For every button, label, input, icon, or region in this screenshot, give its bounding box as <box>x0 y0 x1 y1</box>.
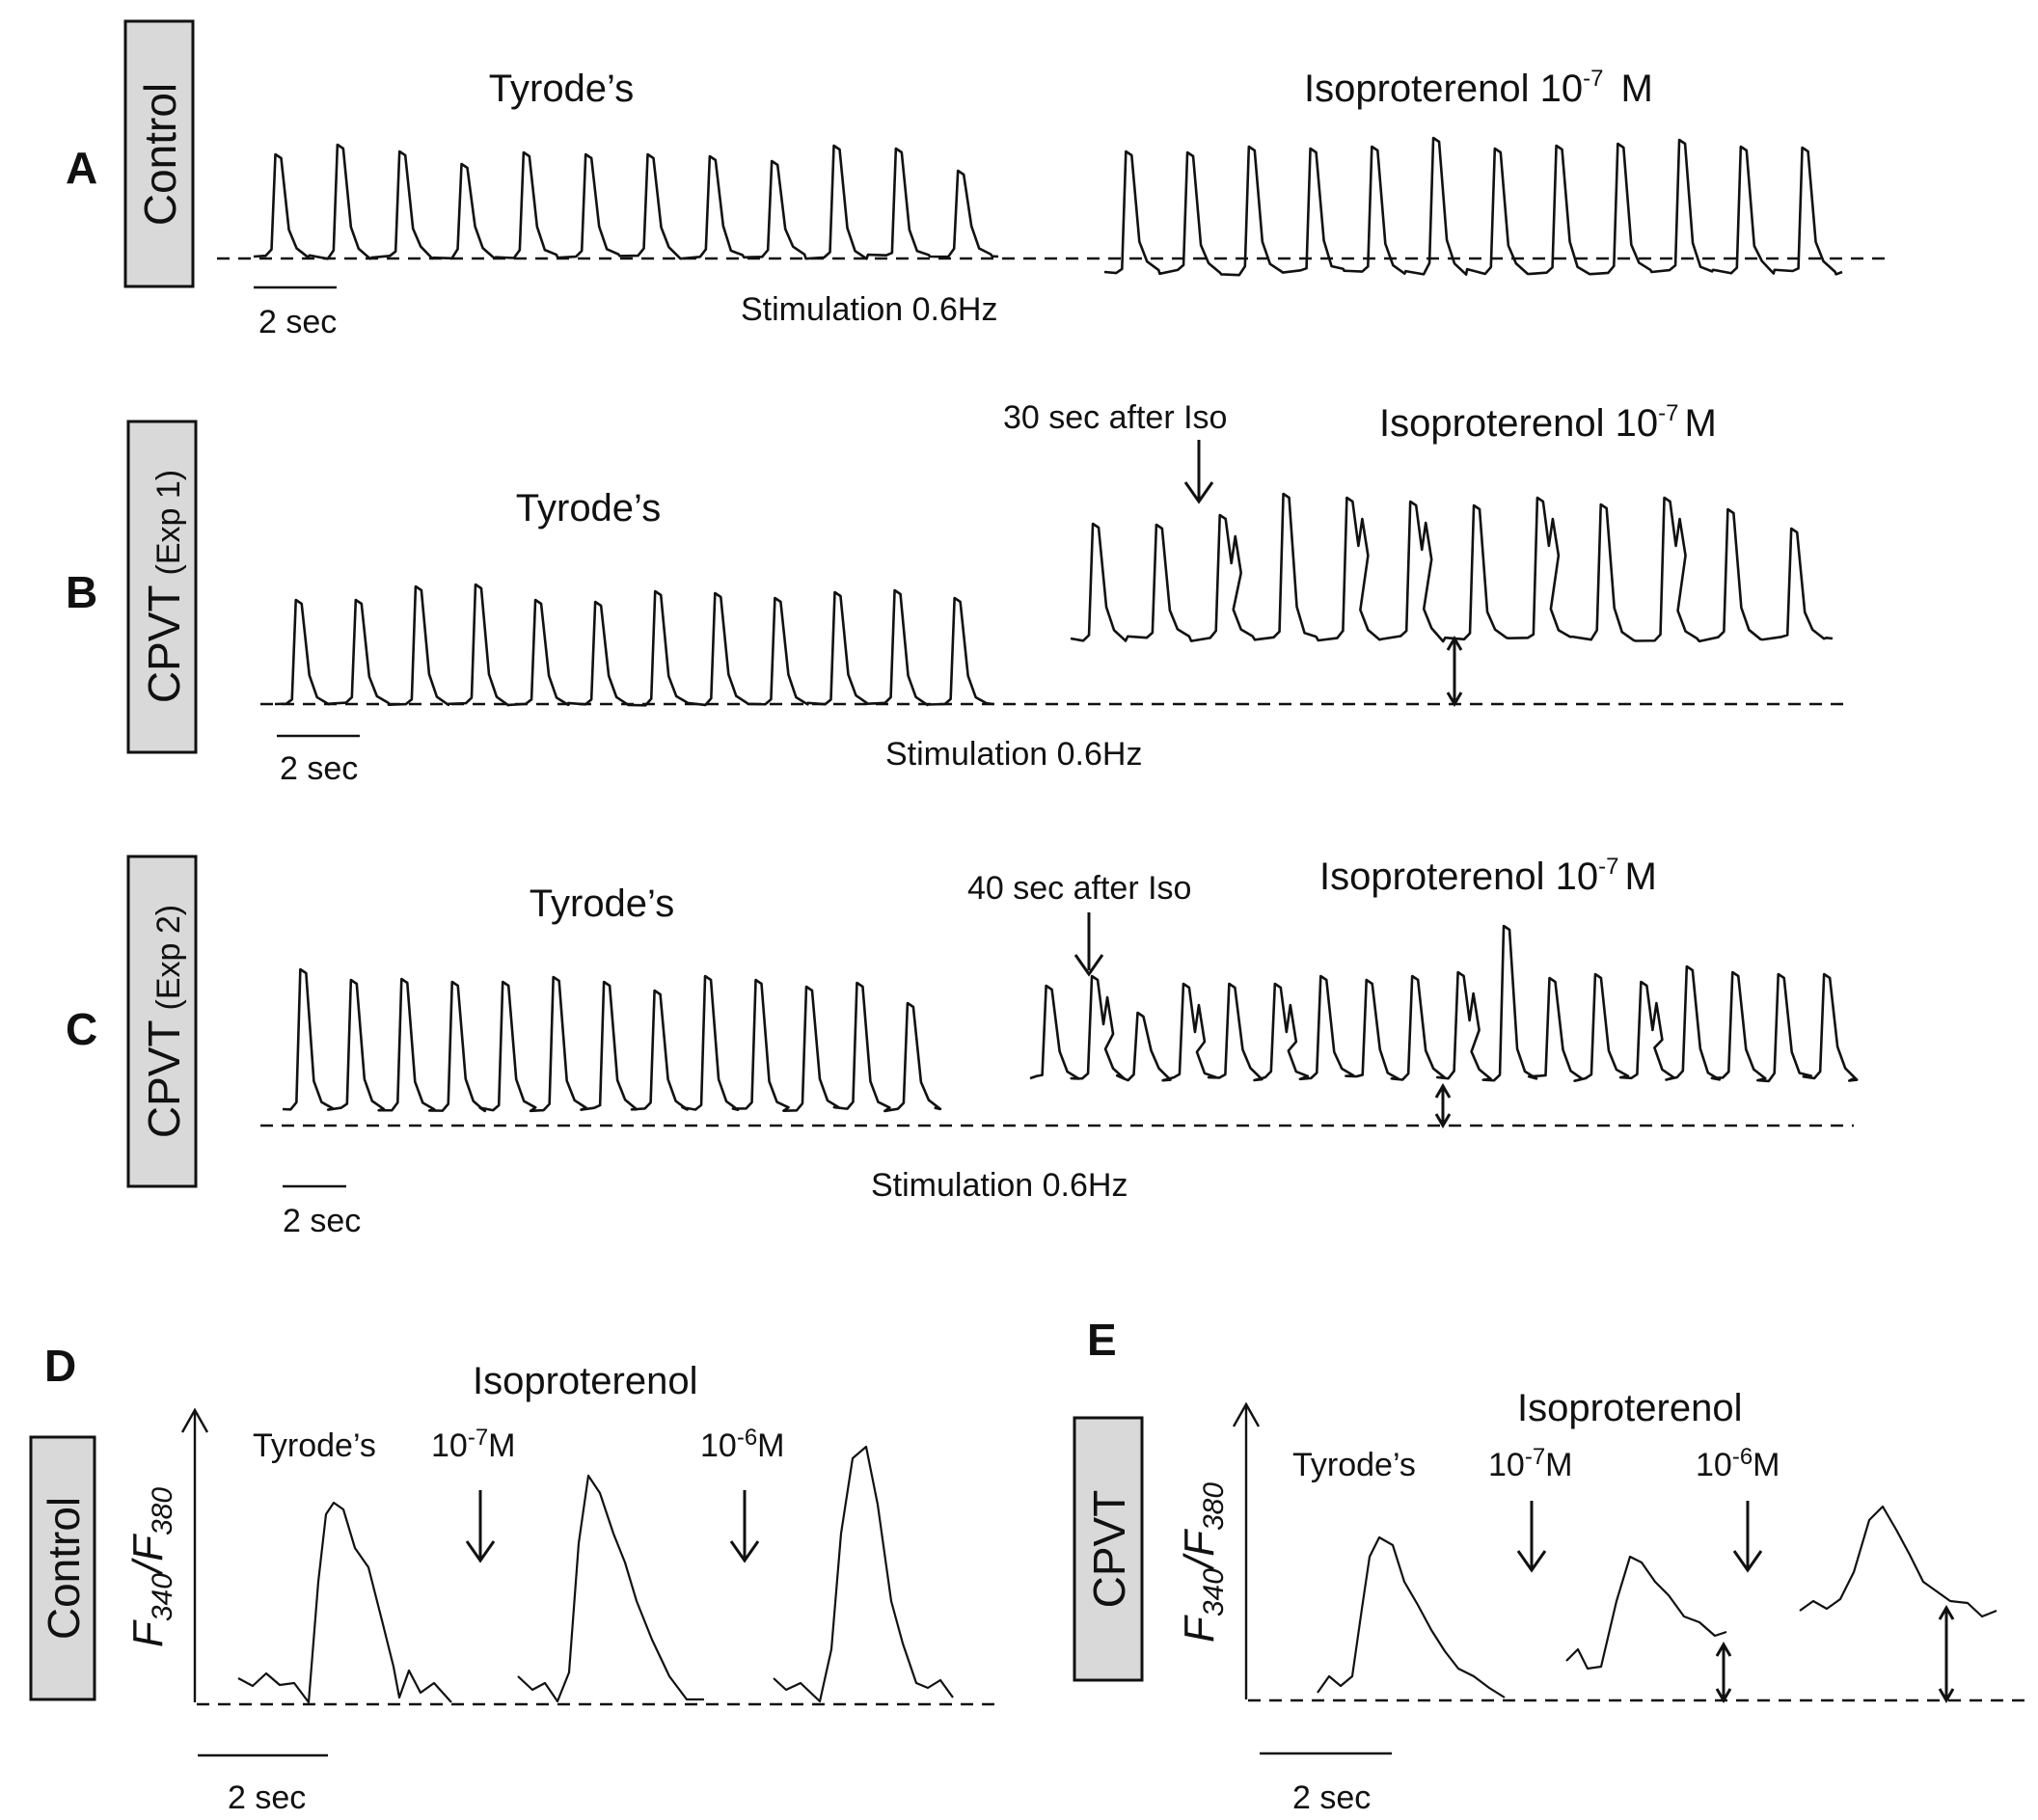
diastolic-rise-arrowheads-e-1e7 <box>1715 1642 1732 1703</box>
transient-d-1e6 <box>773 1445 954 1703</box>
panel-letter-a: A <box>66 143 97 193</box>
condition-label-tyrodes-d: Tyrode’s <box>253 1427 376 1464</box>
scale-label-a: 2 sec <box>258 304 337 340</box>
condition-label-1e6-d: 10-6M <box>700 1425 785 1464</box>
group-label-box-d <box>29 1435 96 1701</box>
group-label-c: CPVT(Exp 2) <box>139 905 189 1138</box>
transient-e-tyrodes <box>1317 1535 1506 1698</box>
panel-e: E CPVT F340/F380 Isoproterenol Tyrode’s … <box>1073 1315 2025 1816</box>
stimulation-label-c: Stimulation 0.6Hz <box>871 1167 1128 1204</box>
panel-letter-b: B <box>66 567 97 617</box>
condition-label-1e6-e: 10-6M <box>1696 1444 1780 1483</box>
diastolic-rise-arrowheads-c <box>1434 1083 1452 1128</box>
group-label-box-a <box>123 19 195 288</box>
scale-label-e: 2 sec <box>1292 1779 1371 1816</box>
diastolic-rise-arrowheads-e-1e6 <box>1938 1605 1955 1703</box>
group-label-b: CPVT(Exp 1) <box>139 470 189 703</box>
panel-letter-d: D <box>44 1341 76 1391</box>
annotation-c: 40 sec after Iso <box>967 870 1191 907</box>
group-label-e: CPVT <box>1084 1490 1134 1609</box>
trace-b-isoproterenol <box>1070 492 1834 643</box>
panel-d: D Control F340/F380 Isoproterenol Tyrode… <box>29 1341 998 1816</box>
y-axis-arrow-e <box>1232 1401 1261 1427</box>
y-axis-label-d: F340/F380 <box>124 1487 178 1647</box>
time-arrow-head-c <box>1073 954 1104 977</box>
transient-d-1e7 <box>517 1474 704 1703</box>
panel-b: B CPVT(Exp 1) Tyrode’s 30 sec after Iso … <box>66 399 1844 787</box>
group-label-a: Control <box>135 83 185 226</box>
group-label-d: Control <box>39 1497 89 1640</box>
trace-c-tyrodes <box>282 967 942 1113</box>
transient-e-1e7 <box>1565 1555 1727 1671</box>
panel-c: C CPVT(Exp 2) Tyrode’s 40 sec after Iso … <box>66 854 1859 1239</box>
down-arrow-head-1e7-d <box>465 1540 496 1563</box>
trace-a-isoproterenol <box>1103 136 1843 277</box>
transient-e-1e6 <box>1799 1505 1997 1618</box>
condition-label-tyrodes-c: Tyrode’s <box>530 883 674 925</box>
condition-label-tyrodes-a: Tyrode’s <box>489 68 634 110</box>
transient-d-tyrodes <box>237 1501 452 1704</box>
trace-b-tyrodes <box>274 583 994 707</box>
down-arrow-head-1e6-d <box>729 1540 760 1563</box>
title-e: Isoproterenol <box>1517 1387 1742 1429</box>
stimulation-label-b: Stimulation 0.6Hz <box>885 736 1142 773</box>
group-label-box-e <box>1073 1416 1144 1682</box>
annotation-b: 30 sec after Iso <box>1003 399 1227 436</box>
down-arrow-head-1e6-e <box>1732 1550 1763 1573</box>
scale-label-d: 2 sec <box>228 1779 306 1816</box>
condition-label-iso-a: Isoproterenol 10-7 M <box>1304 66 1653 110</box>
scale-label-b: 2 sec <box>280 750 358 787</box>
panel-letter-c: C <box>66 1004 97 1054</box>
stimulation-label-a: Stimulation 0.6Hz <box>741 291 997 328</box>
condition-label-tyrodes-e: Tyrode’s <box>1292 1447 1416 1483</box>
trace-a-tyrodes <box>253 143 999 260</box>
condition-label-iso-c: Isoproterenol 10-7 M <box>1319 854 1657 898</box>
down-arrow-head-1e7-e <box>1516 1550 1547 1573</box>
scale-label-c: 2 sec <box>283 1203 361 1239</box>
condition-label-iso-b: Isoproterenol 10-7 M <box>1379 400 1717 445</box>
y-axis-arrow-d <box>180 1407 209 1433</box>
condition-label-1e7-d: 10-7M <box>431 1425 516 1464</box>
y-axis-label-e: F340/F380 <box>1176 1482 1230 1643</box>
trace-c-isoproterenol <box>1029 924 1859 1083</box>
time-arrow-head-b <box>1183 481 1214 504</box>
condition-label-tyrodes-b: Tyrode’s <box>516 487 661 530</box>
title-d: Isoproterenol <box>473 1360 697 1402</box>
group-label-box-c <box>126 855 198 1188</box>
diastolic-rise-arrowheads-b <box>1446 636 1463 707</box>
panel-letter-e: E <box>1087 1315 1117 1365</box>
condition-label-1e7-e: 10-7M <box>1488 1444 1573 1483</box>
panel-a: A Control Tyrode’s Isoproterenol 10-7 M 2… <box>66 19 1892 340</box>
group-label-box-b <box>126 420 198 754</box>
